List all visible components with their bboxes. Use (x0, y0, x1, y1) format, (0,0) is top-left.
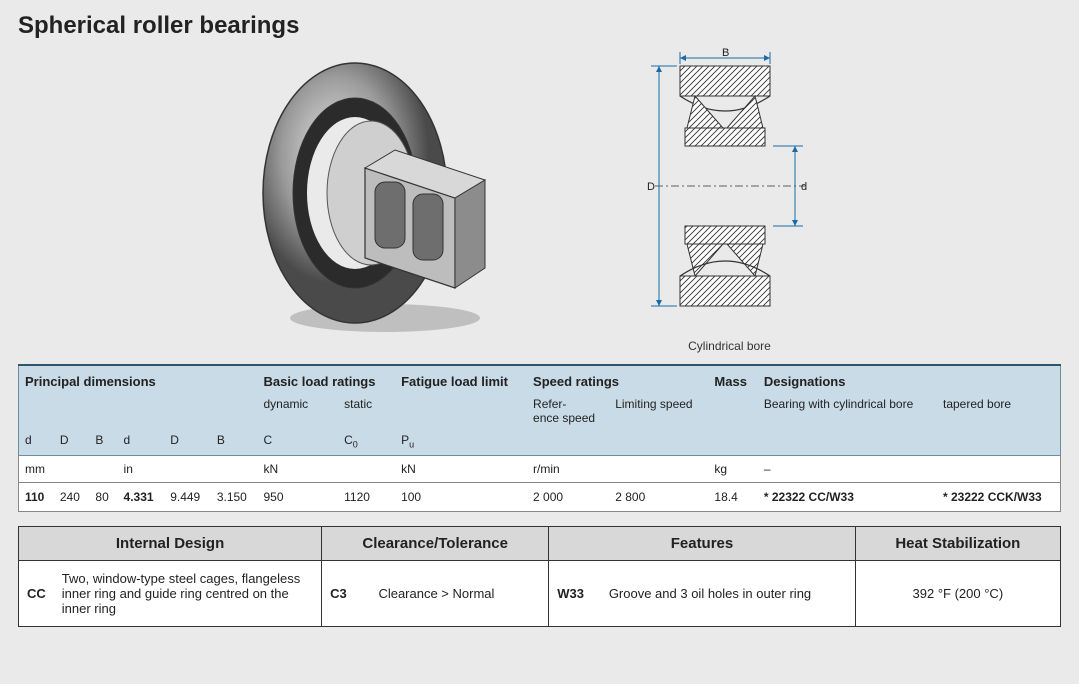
val-d-mm: 110 (19, 483, 54, 512)
hdr-speed: Speed ratings (527, 365, 708, 393)
sym-B2: B (211, 429, 258, 456)
hdr-mass: Mass (708, 365, 757, 393)
val-Pu: 100 (395, 483, 527, 512)
internal-text: Two, window-type steel cages, flangeless… (54, 561, 322, 627)
features-text: Groove and 3 oil holes in outer ring (601, 561, 855, 627)
dimensions-table: Principal dimensions Basic load ratings … (18, 364, 1061, 512)
val-lim: 2 800 (609, 483, 708, 512)
val-d-in: 4.331 (118, 483, 165, 512)
unit-rmin: r/min (527, 456, 708, 483)
sub-tapered: tapered bore (937, 393, 1061, 429)
heat-value: 392 °F (200 °C) (855, 561, 1060, 627)
val-D-mm: 240 (54, 483, 90, 512)
val-mass: 18.4 (708, 483, 757, 512)
val-des-cyl: * 22322 CC/W33 (758, 483, 937, 512)
internal-code: CC (19, 561, 54, 627)
unit-kN: kN (257, 456, 395, 483)
sym-C0: C0 (338, 429, 395, 456)
hdr-designations: Designations (758, 365, 1061, 393)
sub-reference: Refer- ence speed (527, 393, 609, 429)
dim-label-b: B (722, 48, 729, 59)
clearance-text: Clearance > Normal (370, 561, 548, 627)
hdr-clearance: Clearance/Tolerance (322, 527, 549, 561)
hdr-basic-load: Basic load ratings (257, 365, 395, 393)
val-des-tap: * 23222 CCK/W33 (937, 483, 1061, 512)
table-row: CC Two, window-type steel cages, flangel… (19, 561, 1061, 627)
sym-C: C (257, 429, 338, 456)
hdr-heat: Heat Stabilization (855, 527, 1060, 561)
schematic-caption: Cylindrical bore (625, 339, 835, 353)
page-title: Spherical roller bearings (18, 12, 1061, 40)
unit-kN2: kN (395, 456, 527, 483)
val-C: 950 (257, 483, 338, 512)
hdr-features: Features (549, 527, 855, 561)
sym-d: d (19, 429, 54, 456)
bearing-schematic: B D d Cylindrical bore (625, 48, 835, 338)
bearing-3d-illustration (245, 48, 505, 338)
unit-kg: kg (708, 456, 757, 483)
table-row: 110 240 80 4.331 9.449 3.150 950 1120 10… (19, 483, 1061, 512)
sub-dynamic: dynamic (257, 393, 338, 429)
sym-D2: D (164, 429, 211, 456)
sym-B: B (89, 429, 117, 456)
features-code: W33 (549, 561, 601, 627)
sym-Pu: Pu (395, 429, 527, 456)
unit-in: in (118, 456, 258, 483)
hdr-fatigue: Fatigue load limit (395, 365, 527, 393)
val-C0: 1120 (338, 483, 395, 512)
unit-dash: – (758, 456, 1061, 483)
sub-static: static (338, 393, 395, 429)
val-D-in: 9.449 (164, 483, 211, 512)
properties-table: Internal Design Clearance/Tolerance Feat… (18, 526, 1061, 627)
sym-d2: d (118, 429, 165, 456)
dim-label-D: D (647, 181, 655, 193)
dim-label-d: d (801, 181, 807, 193)
val-B-mm: 80 (89, 483, 117, 512)
hero-area: B D d Cylindrical bore (18, 48, 1061, 358)
val-ref: 2 000 (527, 483, 609, 512)
sym-D: D (54, 429, 90, 456)
sub-cyl: Bearing with cylindrical bore (758, 393, 937, 429)
sub-limiting: Limiting speed (609, 393, 708, 429)
hdr-principal: Principal dimensions (19, 365, 258, 393)
val-B-in: 3.150 (211, 483, 258, 512)
unit-mm: mm (19, 456, 118, 483)
clearance-code: C3 (322, 561, 371, 627)
hdr-internal: Internal Design (19, 527, 322, 561)
